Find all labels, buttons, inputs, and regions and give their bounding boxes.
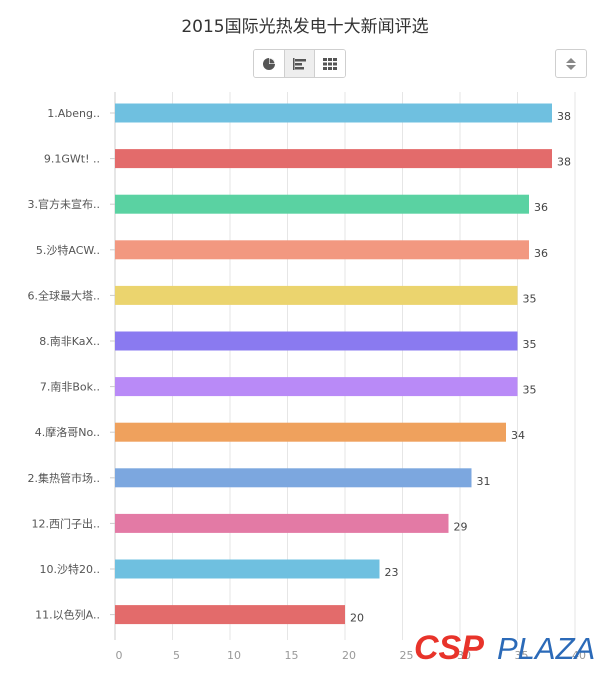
bar[interactable] — [115, 468, 472, 488]
data-label: 36 — [534, 247, 548, 260]
pie-view-button[interactable] — [254, 50, 285, 77]
category-label: 6.全球最大塔.. — [28, 288, 101, 302]
category-label: 7.南非Bok.. — [40, 381, 100, 394]
grid-icon — [323, 57, 338, 70]
table-view-button[interactable] — [315, 50, 345, 77]
bar[interactable] — [115, 285, 518, 305]
x-tick-label: 35 — [515, 649, 529, 662]
data-label: 38 — [557, 156, 571, 169]
category-label: 3.官方未宣布.. — [28, 197, 101, 211]
horizontal-bar-icon — [292, 57, 306, 70]
data-label: 20 — [350, 612, 364, 625]
x-tick-label: 30 — [457, 649, 471, 662]
data-label: 23 — [385, 566, 399, 579]
data-label: 35 — [523, 338, 537, 351]
svg-text:CSP: CSP — [414, 629, 484, 666]
category-label: 10.沙特20.. — [40, 562, 100, 576]
bar[interactable] — [115, 422, 506, 442]
data-label: 38 — [557, 110, 571, 123]
bar[interactable] — [115, 605, 345, 625]
category-label: 5.沙特ACW.. — [36, 243, 100, 257]
bar[interactable] — [115, 149, 552, 169]
category-label: 11.以色列A.. — [35, 608, 100, 622]
bar[interactable] — [115, 103, 552, 123]
data-label: 34 — [511, 429, 525, 442]
grid-lines — [110, 92, 576, 640]
x-tick-label: 20 — [342, 649, 356, 662]
bar[interactable] — [115, 377, 518, 397]
view-toggle — [253, 49, 346, 78]
data-label: 35 — [523, 384, 537, 397]
bar[interactable] — [115, 240, 529, 260]
category-label: 9.1GWt! .. — [44, 153, 100, 166]
bar[interactable] — [115, 194, 529, 214]
labels: 0 5 10 15 20 25 30 35 40 1.Abeng.. 38 9.1GWt! .. 38 3… — [28, 107, 587, 662]
bar-view-button[interactable] — [284, 50, 316, 77]
category-label: 8.南非KaX.. — [39, 335, 100, 348]
bars — [115, 103, 552, 625]
category-label: 1.Abeng.. — [47, 107, 100, 120]
x-tick-label: 25 — [400, 649, 414, 662]
sort-button[interactable] — [555, 49, 587, 78]
x-tick-label: 10 — [227, 649, 241, 662]
sort-updown-icon — [566, 57, 576, 70]
data-label: 31 — [477, 475, 491, 488]
bar[interactable] — [115, 559, 380, 579]
x-tick-label: 5 — [173, 649, 180, 662]
category-label: 4.摩洛哥No.. — [35, 425, 100, 439]
data-label: 35 — [523, 292, 537, 305]
category-label: 2.集热管市场.. — [28, 471, 101, 485]
csp-plaza-logo: CSP PLAZA — [414, 629, 595, 666]
bar[interactable] — [115, 331, 518, 351]
svg-text:PLAZA: PLAZA — [497, 631, 595, 666]
data-label: 29 — [454, 520, 468, 533]
x-tick-label: 40 — [572, 649, 586, 662]
x-tick-label: 0 — [116, 649, 123, 662]
chart-title: 2015国际光热发电十大新闻评选 — [181, 17, 429, 37]
pie-chart-icon — [262, 57, 275, 70]
data-label: 36 — [534, 201, 548, 214]
bar[interactable] — [115, 513, 449, 533]
category-label: 12.西门子出.. — [32, 516, 101, 530]
x-tick-label: 15 — [285, 649, 299, 662]
